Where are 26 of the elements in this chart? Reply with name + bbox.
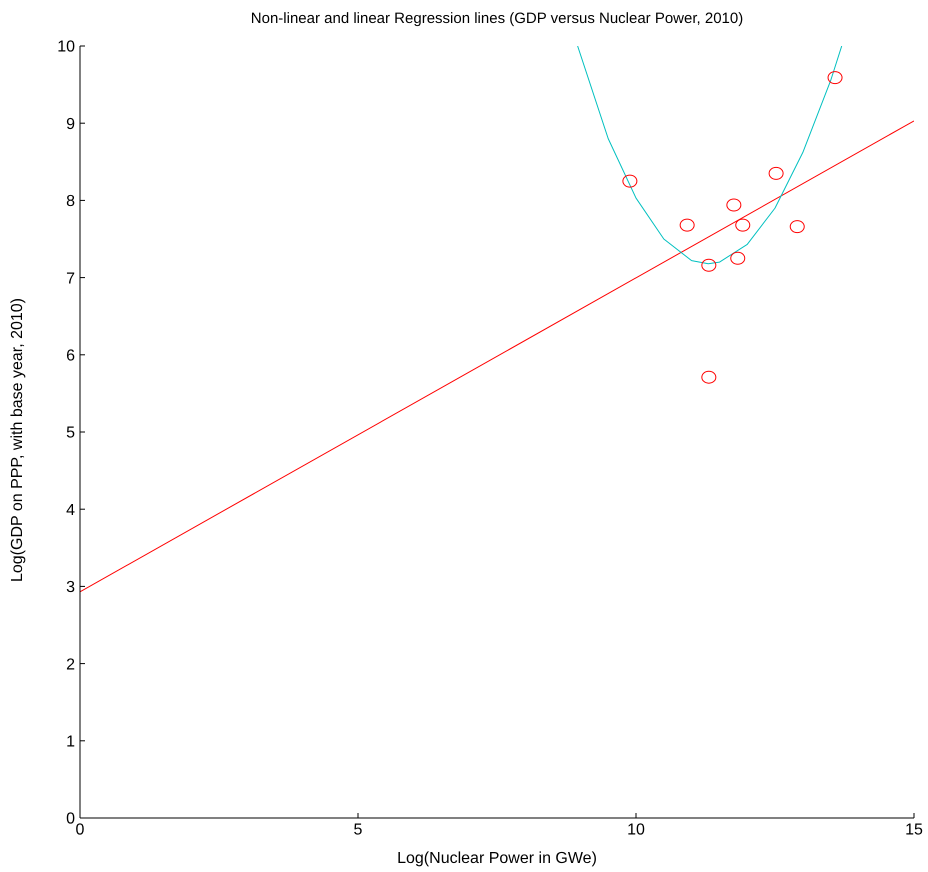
y-tick-label: 4 xyxy=(66,502,76,519)
x-tick-label: 5 xyxy=(354,821,363,838)
y-tick-label: 5 xyxy=(66,424,76,442)
chart-title: Non-linear and linear Regression lines (GDP versus Nuclear Power, 2010) xyxy=(250,10,744,27)
y-tick-label: 1 xyxy=(66,733,76,750)
point xyxy=(622,174,638,188)
point xyxy=(828,71,843,84)
y-axis-title: Log(GDP on PPP, with base year, 2010) xyxy=(9,298,27,582)
point xyxy=(790,220,805,234)
point xyxy=(680,218,695,232)
x-axis-title: Log(Nuclear Power in GWe) xyxy=(396,850,598,868)
y-tick-label: 9 xyxy=(66,116,76,133)
point xyxy=(701,370,716,384)
x-tick-label: 15 xyxy=(905,821,923,838)
point xyxy=(735,218,750,232)
y-tick-label: 7 xyxy=(66,270,76,288)
x-tick-label: 10 xyxy=(627,821,645,838)
y-tick-label: 8 xyxy=(66,193,76,210)
y-tick-label: 6 xyxy=(66,347,76,364)
y-tick-label: 10 xyxy=(57,38,76,56)
y-tick-label: 3 xyxy=(66,579,76,596)
point xyxy=(726,198,742,212)
y-tick-label: 2 xyxy=(66,656,76,674)
point xyxy=(701,258,716,272)
point xyxy=(768,166,784,180)
point xyxy=(730,252,746,265)
